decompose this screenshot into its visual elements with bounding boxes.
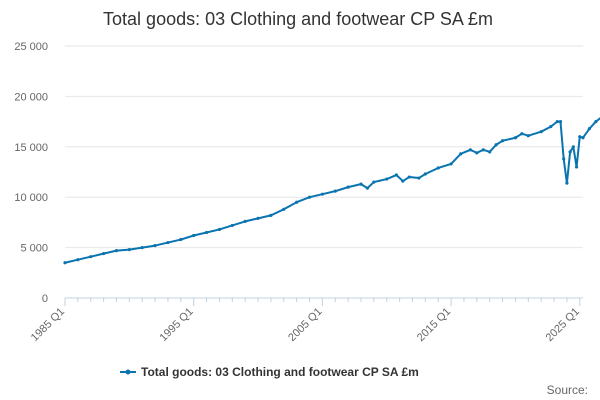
data-point [401, 179, 405, 183]
data-point [359, 182, 363, 186]
data-point [513, 136, 518, 140]
data-point [217, 227, 222, 232]
data-point [436, 166, 440, 170]
data-point [578, 135, 582, 139]
y-tick-label: 5 000 [20, 243, 48, 255]
x-tick-label: 2025 Q1 [544, 306, 582, 344]
data-point [282, 207, 286, 211]
data-point [500, 139, 505, 143]
y-tick-label: 20 000 [14, 91, 48, 103]
data-point [417, 176, 421, 180]
data-point [243, 219, 247, 223]
data-point [488, 150, 492, 154]
y-tick-label: 25 000 [14, 41, 48, 53]
data-point [365, 186, 370, 190]
data-point [102, 252, 106, 256]
data-point [333, 189, 337, 193]
x-axis: 1985 Q1 1995 Q1 2005 Q1 2015 Q1 2025 Q1 [29, 297, 583, 344]
data-point [153, 243, 157, 248]
data-point [179, 237, 183, 242]
data-point [192, 233, 196, 238]
data-point [63, 261, 67, 265]
data-point [407, 175, 411, 179]
gridlines [65, 45, 583, 249]
series-line-0 [64, 117, 600, 264]
data-point [481, 148, 485, 152]
legend[interactable]: Total goods: 03 Clothing and footwear CP… [120, 365, 419, 379]
data-point [549, 125, 553, 129]
data-point [494, 143, 498, 147]
data-point [468, 148, 472, 152]
data-point [475, 151, 479, 155]
data-point [256, 216, 260, 220]
data-point [307, 195, 312, 199]
data-point [568, 150, 572, 154]
data-point [587, 127, 592, 131]
data-point [76, 258, 80, 262]
legend-swatch-marker [125, 369, 131, 375]
x-tick-label: 2005 Q1 [286, 306, 324, 344]
data-point [394, 173, 398, 177]
data-point [423, 172, 427, 176]
source-label: Source: [547, 383, 588, 397]
y-axis-ticks: 0 5 000 10 000 15 000 20 000 25 000 [14, 41, 48, 305]
data-point [459, 152, 463, 156]
data-point [385, 177, 389, 181]
data-point [574, 165, 579, 169]
data-point [372, 180, 376, 184]
series-layer [63, 117, 600, 265]
x-tick-label: 1985 Q1 [29, 306, 67, 344]
y-tick-label: 0 [42, 293, 48, 305]
data-point [526, 134, 530, 138]
data-point [555, 120, 559, 124]
data-point [269, 213, 273, 217]
data-point [114, 249, 119, 253]
data-point [295, 200, 299, 204]
data-point [230, 223, 234, 228]
x-tick-label: 1995 Q1 [157, 306, 195, 344]
data-point [520, 132, 524, 136]
data-point [346, 185, 350, 189]
chart-title: Total goods: 03 Clothing and footwear CP… [103, 9, 493, 29]
data-point [594, 120, 598, 124]
x-tick-label: 2015 Q1 [415, 306, 453, 344]
data-point [140, 246, 144, 250]
data-point [571, 145, 575, 149]
data-point [127, 248, 131, 252]
data-point [539, 130, 543, 134]
data-point [449, 162, 453, 166]
data-point [562, 157, 566, 161]
data-point [89, 255, 93, 259]
data-point [581, 136, 585, 140]
data-point [204, 230, 209, 235]
data-point [320, 192, 324, 196]
data-point [166, 240, 170, 245]
legend-label: Total goods: 03 Clothing and footwear CP… [141, 365, 419, 379]
data-point [558, 120, 563, 124]
data-point [565, 181, 569, 185]
y-tick-label: 15 000 [14, 142, 48, 154]
y-tick-label: 10 000 [14, 192, 48, 204]
